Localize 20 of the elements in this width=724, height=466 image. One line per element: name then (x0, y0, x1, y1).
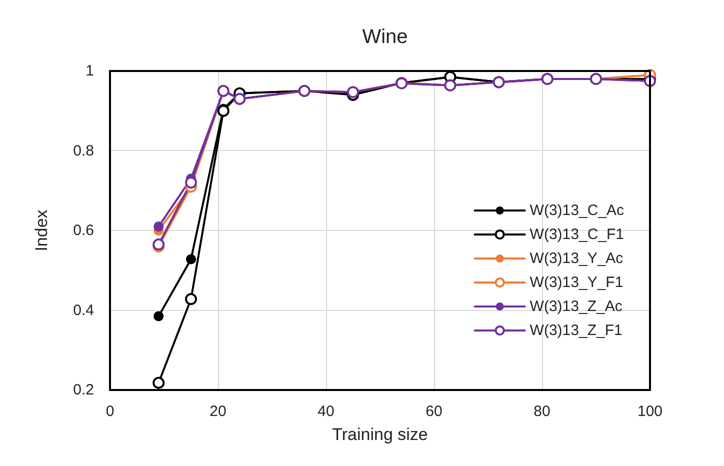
y-tick-label: 0.6 (73, 222, 94, 239)
chart-title: Wine (362, 26, 408, 48)
legend-label: W(3)13_Z_F1 (530, 322, 622, 339)
legend-label: W(3)13_C_Ac (530, 202, 624, 219)
y-tick-label: 0.2 (73, 382, 94, 398)
x-tick-label: 0 (106, 403, 114, 420)
x-tick-label: 80 (534, 403, 550, 420)
legend-label: W(3)13_C_F1 (530, 226, 624, 243)
legend-label: W(3)13_Y_Ac (530, 250, 624, 267)
x-tick-label: 40 (318, 403, 334, 420)
y-axis-title: Index (32, 209, 51, 252)
legend-label: W(3)13_Y_F1 (530, 274, 624, 291)
y-tick-label: 1 (86, 62, 94, 80)
x-tick-label: 20 (210, 403, 226, 420)
x-tick-label: 100 (637, 403, 663, 420)
legend-label: W(3)13_Z_Ac (530, 298, 623, 315)
x-axis-title: Training size (332, 425, 428, 444)
x-tick-label: 60 (426, 403, 442, 420)
y-tick-label: 0.4 (73, 302, 94, 319)
y-tick-label: 0.8 (73, 142, 94, 160)
